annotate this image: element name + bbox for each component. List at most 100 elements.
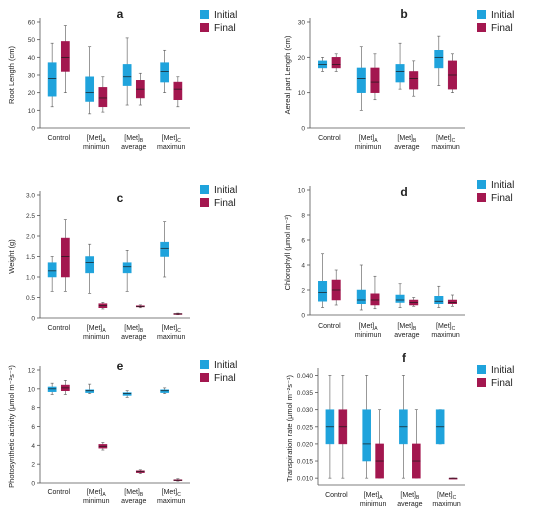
category-label: [Met]C [437,492,457,501]
box-final [135,304,145,309]
panel-letter: e [117,359,124,373]
box-iqr [356,67,366,93]
box-iqr [122,392,132,396]
box-final [60,219,70,292]
category-sublabel: maximun [431,332,460,339]
box-initial [356,264,366,311]
category-sublabel: minimun [360,501,387,508]
box-final [60,380,70,395]
box-initial [47,382,57,395]
box-iqr [98,87,108,108]
y-tick-label: 12 [28,368,36,375]
legend: Initial Final [200,10,237,34]
category-label: [Met]C [162,135,182,144]
y-axis-label: Photosynthetic activity (μmol m⁻²s⁻¹) [7,365,16,488]
legend-swatch-initial [200,360,209,369]
box-initial [85,383,95,394]
box-iqr [160,62,170,83]
category-sublabel: maximun [157,334,186,341]
box-final [60,25,70,93]
category-label: [Met]A [359,135,379,144]
legend-swatch-final [477,23,486,32]
box-iqr [60,41,70,72]
box-initial [160,49,170,93]
y-tick-label: 2.0 [26,234,35,241]
y-tick-label: 0.025 [297,424,314,431]
y-tick-label: 20 [28,90,36,97]
category-label: [Met]B [124,325,144,334]
category-label: [Met]B [397,135,417,144]
box-iqr [47,262,57,278]
box-iqr [362,409,371,462]
y-tick-label: 0.030 [297,407,314,414]
category-label: [Met]B [124,489,144,498]
legend: Initial Final [200,360,237,384]
category-label: Control [47,325,70,332]
panel-letter: a [117,7,124,21]
y-tick-label: 2.5 [26,213,35,220]
box-iqr [434,296,444,304]
category-sublabel: average [397,501,422,508]
box-iqr [173,81,183,100]
category-label: [Met]C [436,135,456,144]
y-tick-label: 2 [31,462,35,469]
category-sublabel: average [394,144,419,151]
y-tick-label: 0.040 [297,373,314,380]
chart-panel-e: e 0 2 4 6 8 10 12 Photosynthetic activity (μmol … [7,359,237,505]
legend-swatch-final [200,23,209,32]
box-initial [356,46,366,111]
chart-panel-a: a 0 10 20 30 40 50 60 Root Length (cm) Control [Me… [7,7,237,151]
y-tick-label: 1.0 [26,275,35,282]
box-iqr [395,64,405,83]
category-label: [Met]A [87,135,107,144]
y-tick-label: 0 [31,316,35,323]
y-tick-label: 10 [298,188,306,195]
y-tick-label: 10 [28,386,36,393]
y-tick-label: 30 [298,20,306,27]
legend-label-initial: Initial [214,360,237,371]
box-final [331,53,341,72]
legend-swatch-initial [477,365,486,374]
legend-label-initial: Initial [491,180,514,191]
box-initial [395,283,405,308]
box-iqr [85,389,95,393]
y-axis-label: Chlorophyll (μmol m⁻²) [283,214,292,290]
chart-panel-b: b 0 10 20 30 Aereal part Length (cm) Control [M… [283,7,514,151]
category-label: [Met]A [87,325,107,334]
panel-letter: f [402,351,407,365]
category-sublabel: maximun [432,501,461,508]
y-tick-label: 10 [28,108,36,115]
box-final [338,375,348,479]
box-final [135,72,145,106]
category-sublabel: minimun [355,144,382,151]
legend: Initial Final [477,365,514,389]
y-tick-label: 0 [31,126,35,133]
category-label: [Met]C [162,489,182,498]
y-tick-label: 60 [28,20,36,27]
legend-swatch-initial [477,180,486,189]
box-initial [318,57,328,72]
box-iqr [356,289,366,304]
box-iqr [47,386,57,392]
box-iqr [47,62,57,97]
box-iqr [434,50,444,69]
y-tick-label: 4 [31,443,35,450]
category-sublabel: minimun [83,498,110,505]
y-tick-label: 0.015 [297,459,314,466]
box-iqr [395,294,405,303]
box-final [409,60,419,97]
category-label: Control [318,323,341,330]
box-iqr [85,76,95,102]
chart-panel-c: c 0 0.5 1.0 1.5 2.0 2.5 3.0 Weight (g) Control [Me… [7,185,237,341]
box-final [375,409,384,479]
legend-label-final: Final [491,193,513,204]
category-label: Control [47,135,70,142]
legend-label-final: Final [214,373,236,384]
box-final [412,409,421,479]
box-iqr [318,281,328,302]
category-sublabel: minimun [83,334,110,341]
y-tick-label: 20 [298,55,306,62]
category-label: [Met]A [87,489,107,498]
y-tick-label: 0.5 [26,295,35,302]
